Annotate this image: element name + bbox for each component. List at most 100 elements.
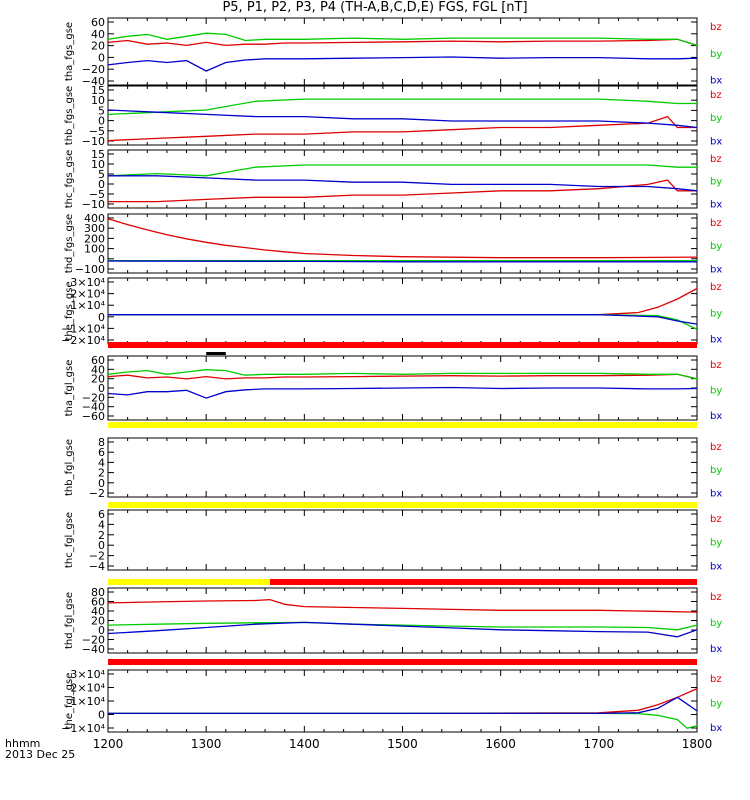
legend-by: by — [710, 618, 722, 629]
y-tick-label: 8 — [98, 436, 105, 449]
y-tick-label: 0 — [98, 624, 105, 637]
y-tick-label: 0 — [98, 178, 105, 191]
y-tick-label: 40 — [91, 28, 105, 41]
panel-frame — [107, 213, 698, 274]
legend-bx: bx — [710, 411, 722, 422]
y-tick-label: 4 — [98, 456, 105, 469]
series-by-line — [107, 621, 698, 631]
status-bar — [108, 659, 697, 665]
y-tick-label: −2 — [89, 487, 105, 500]
legend-bz: bz — [710, 674, 722, 685]
series-bz-line — [108, 287, 698, 316]
series-by-line — [108, 314, 698, 330]
legend-bz: bz — [710, 154, 722, 165]
y-axis-label: thd_fgs_gse — [64, 214, 75, 273]
x-tick-label: 1800 — [682, 737, 713, 751]
legend-by: by — [710, 241, 722, 252]
y-tick-label: 60 — [91, 16, 105, 29]
x-tick-label: 1500 — [387, 737, 418, 751]
y-tick-label: 20 — [91, 373, 105, 386]
x-tick-label: 1300 — [191, 737, 222, 751]
series-bx-line — [107, 260, 697, 263]
series-bx-line — [107, 109, 698, 129]
y-tick-label: −2 — [89, 550, 105, 563]
y-tick-label: 20 — [91, 615, 105, 628]
y-tick-label: 0 — [98, 539, 105, 552]
y-tick-label: 400 — [84, 212, 105, 225]
y-tick-label: 2 — [98, 467, 105, 480]
legend-bx: bx — [710, 488, 722, 499]
y-tick-label: −20 — [82, 391, 105, 404]
y-tick-label: 0 — [98, 51, 105, 64]
panel-frame — [107, 509, 698, 571]
series-bz-line — [108, 179, 697, 203]
legend-bz: bz — [710, 90, 722, 101]
x-axis-label: hhmm — [5, 737, 40, 750]
y-tick-label: 200 — [84, 232, 105, 245]
status-bar — [108, 579, 270, 585]
legend-by: by — [710, 699, 722, 710]
y-tick-label: 0 — [98, 311, 105, 324]
legend-bx: bx — [710, 76, 722, 87]
y-tick-label: −40 — [82, 643, 105, 656]
legend-bx: bx — [710, 199, 722, 210]
x-tick-label: 1400 — [289, 737, 320, 751]
legend-bz: bz — [710, 442, 722, 453]
y-tick-label: −5 — [89, 125, 105, 138]
y-tick-label: 0 — [98, 709, 105, 722]
legend-by: by — [710, 177, 722, 188]
legend-bz: bz — [710, 282, 722, 293]
y-tick-label: 2×10⁴ — [70, 682, 105, 695]
y-tick-label: 1×10⁴ — [70, 695, 105, 708]
y-tick-label: 40 — [91, 363, 105, 376]
series-by-line — [107, 369, 698, 380]
legend-bz: bz — [710, 218, 722, 229]
y-tick-label: −4 — [89, 560, 105, 573]
legend-by: by — [710, 113, 722, 124]
series-bz-line — [107, 115, 697, 142]
y-tick-label: −40 — [82, 75, 105, 88]
y-tick-label: 0 — [98, 115, 105, 128]
x-axis-date: 2013 Dec 25 — [5, 748, 75, 761]
status-bar — [269, 579, 697, 585]
y-axis-label: tha_fgs_gse — [64, 22, 75, 81]
legend-bx: bx — [710, 561, 722, 572]
y-tick-label: −10 — [82, 198, 105, 211]
y-tick-label: −100 — [75, 263, 105, 276]
legend-bx: bx — [710, 644, 722, 655]
y-tick-label: −5 — [89, 188, 105, 201]
y-tick-label: 2 — [98, 529, 105, 542]
legend-bx: bx — [710, 335, 722, 346]
y-axis-label: thb_fgs_gse — [64, 86, 75, 145]
status-bar — [108, 342, 697, 348]
series-bx-line — [108, 175, 698, 192]
panel-frame — [107, 17, 698, 86]
y-tick-label: −40 — [82, 401, 105, 414]
y-tick-label: 0 — [98, 382, 105, 395]
panel-frame — [107, 587, 698, 654]
series-by-line — [107, 98, 697, 116]
y-tick-label: 0 — [98, 477, 105, 490]
legend-bz: bz — [710, 514, 722, 525]
chart-title: P5, P1, P2, P3, P4 (TH-A,B,C,D,E) FGS, F… — [222, 0, 528, 15]
y-tick-label: −1×10⁴ — [61, 322, 105, 335]
series-bz-line — [108, 688, 698, 715]
legend-bz: bz — [710, 360, 722, 371]
panel-frame — [107, 277, 698, 345]
y-tick-label: −10 — [82, 135, 105, 148]
status-bar — [108, 422, 697, 428]
y-tick-label: 60 — [91, 596, 105, 609]
y-tick-label: 20 — [91, 40, 105, 53]
y-tick-label: 10 — [91, 94, 105, 107]
legend-bx: bx — [710, 264, 722, 275]
y-axis-label: thd_fgl_gse — [64, 592, 75, 649]
x-tick-label: 1200 — [93, 737, 124, 751]
y-tick-label: 5 — [98, 104, 105, 117]
legend-bz: bz — [710, 592, 722, 603]
series-bx-line — [107, 56, 698, 72]
y-axis-label: thb_fgl_gse — [64, 439, 75, 496]
y-tick-label: 6 — [98, 446, 105, 459]
series-bx-line — [108, 314, 698, 325]
y-tick-label: 3×10⁴ — [70, 276, 105, 289]
